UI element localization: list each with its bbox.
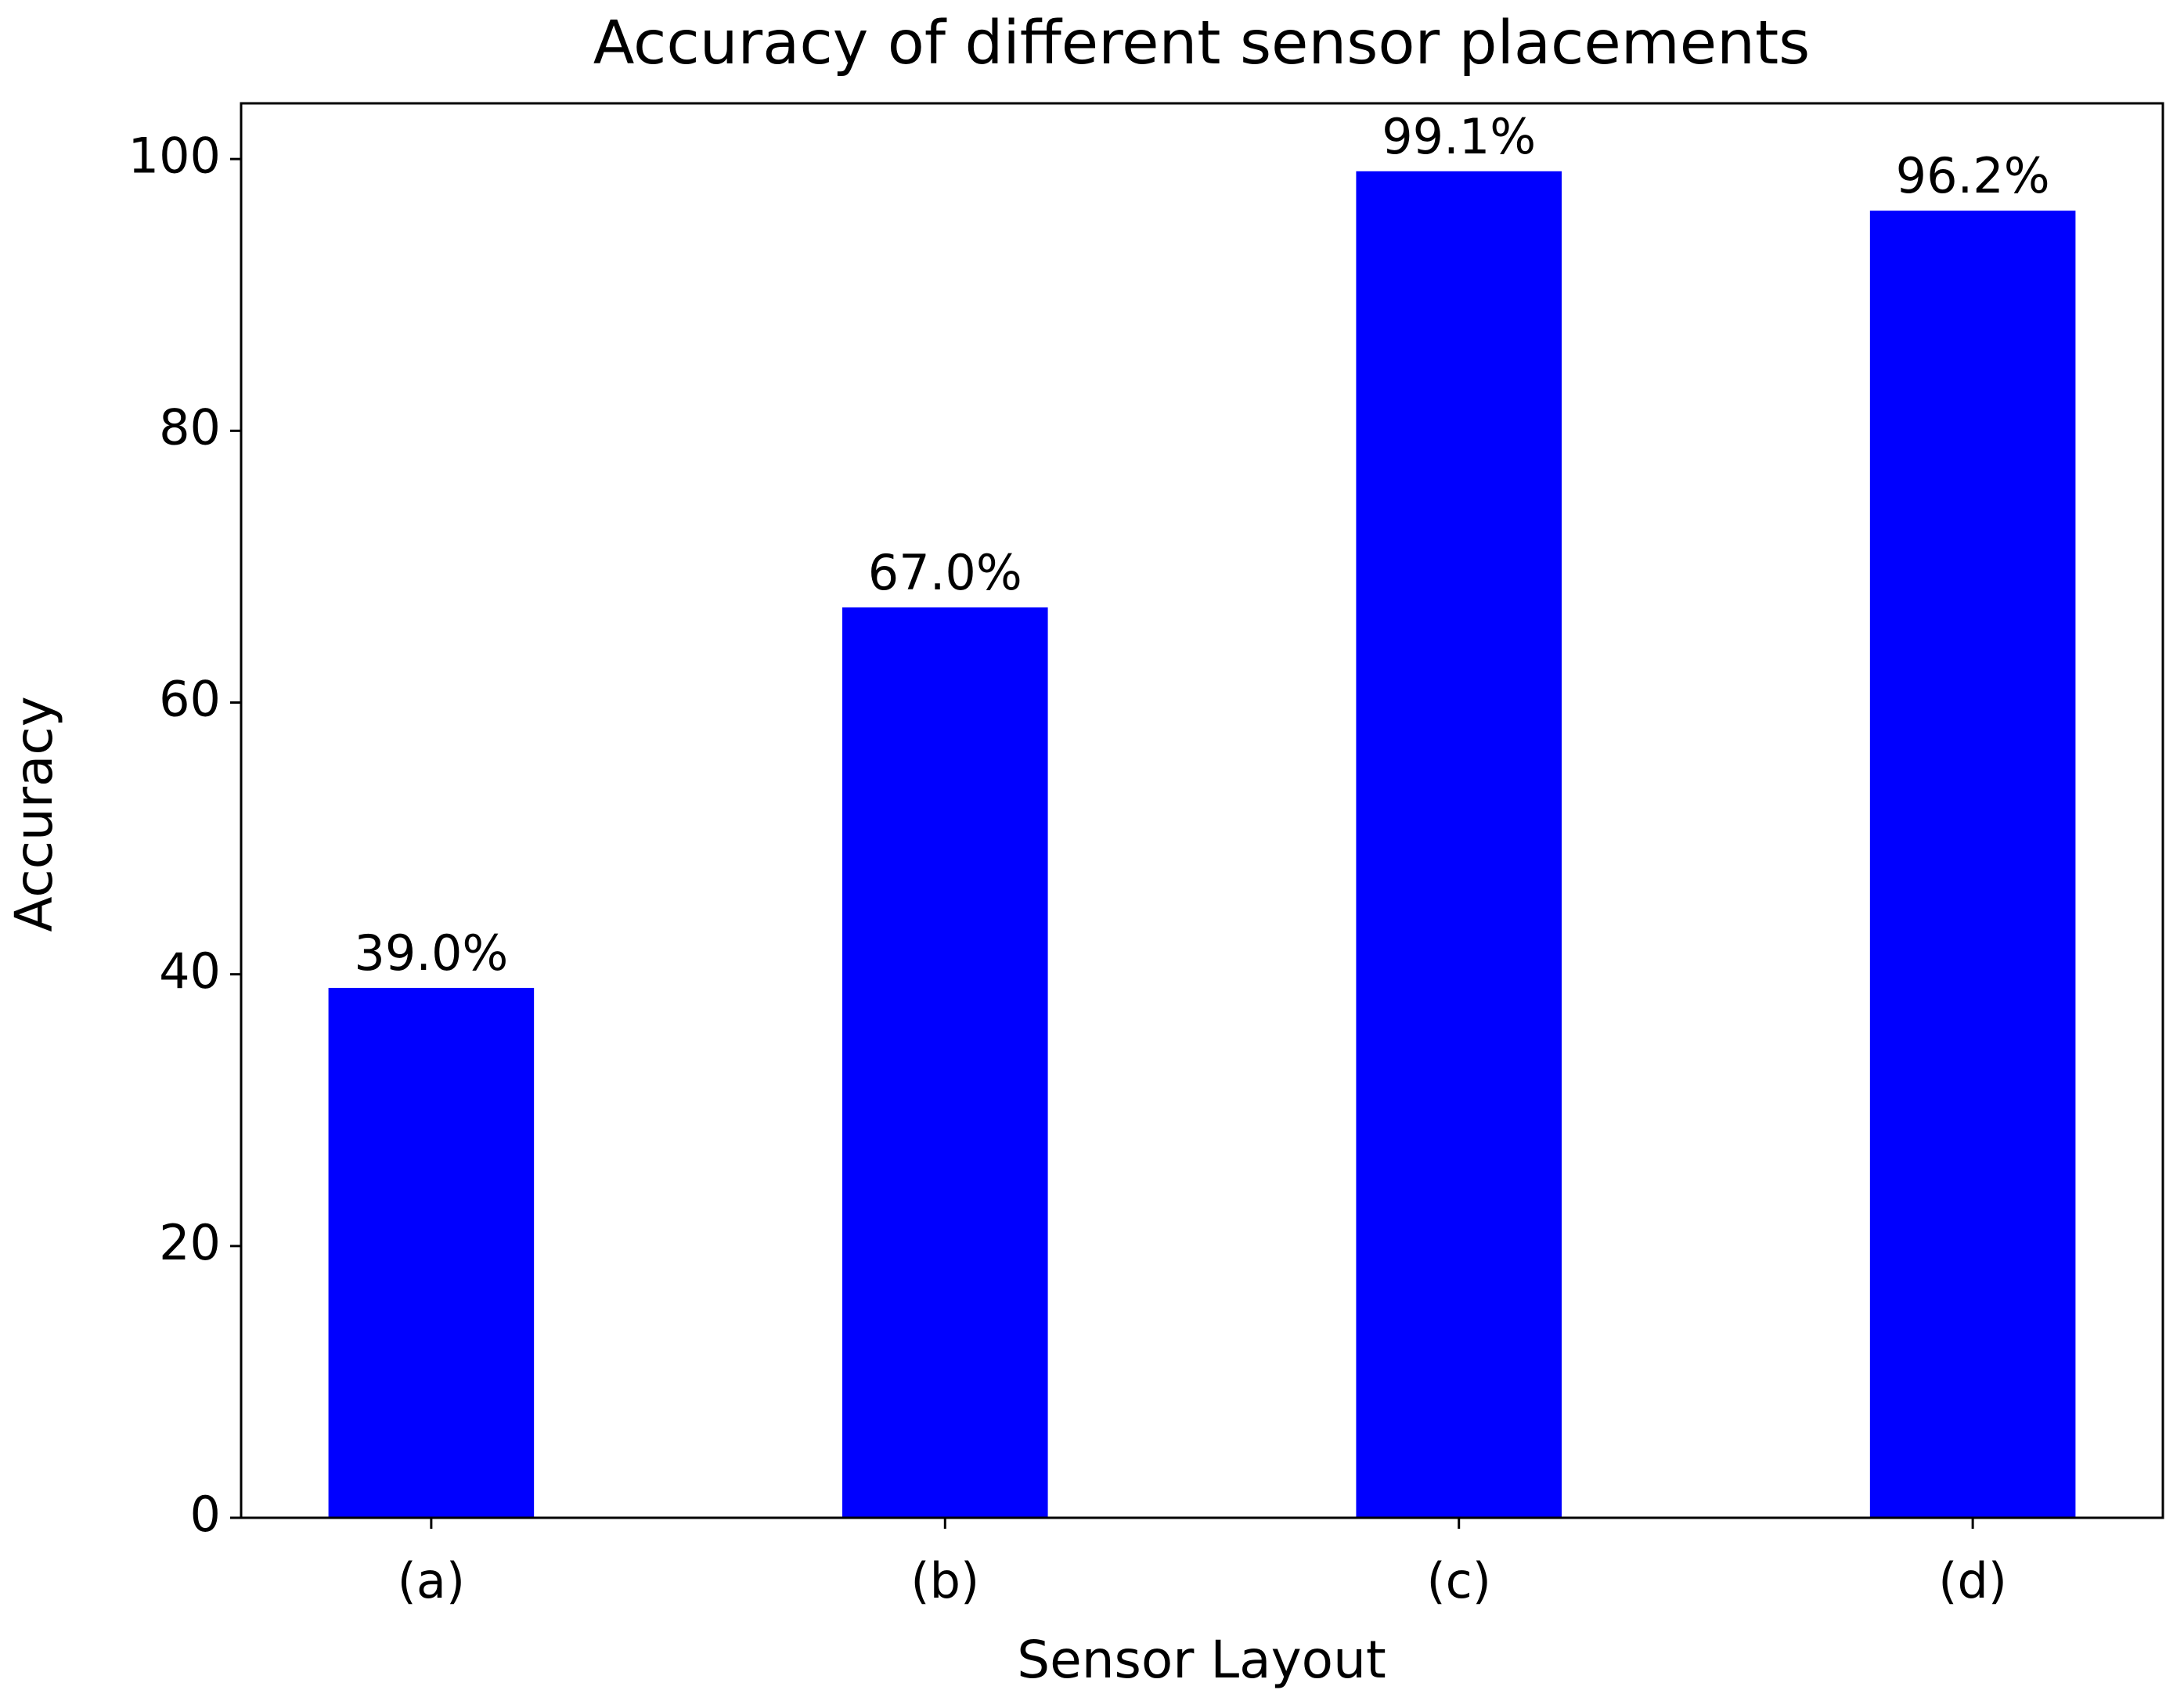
- y-tick-label: 0: [190, 1486, 221, 1543]
- y-tick-label: 60: [159, 671, 221, 728]
- bar: [842, 607, 1048, 1518]
- x-axis-label: Sensor Layout: [1017, 1630, 1386, 1690]
- y-axis-label: Accuracy: [4, 696, 64, 931]
- plot-frame: [240, 102, 2164, 1519]
- x-tick-label: (a): [398, 1552, 465, 1609]
- bar: [1869, 211, 2076, 1519]
- data-label: 39.0%: [354, 924, 508, 982]
- x-tick-label: (d): [1938, 1552, 2007, 1609]
- x-tick-label: (c): [1426, 1552, 1490, 1609]
- chart-title: Accuracy of different sensor placements: [593, 9, 1811, 78]
- data-label: 96.2%: [1896, 147, 2050, 204]
- bar: [1356, 171, 1562, 1519]
- y-tick-label: 100: [128, 127, 221, 184]
- y-tick-label: 20: [159, 1214, 221, 1271]
- y-tick-label: 80: [159, 398, 221, 456]
- y-tick-label: 40: [159, 942, 221, 1000]
- bar: [328, 988, 535, 1518]
- data-label: 99.1%: [1382, 108, 1536, 165]
- x-tick-label: (b): [910, 1552, 979, 1609]
- data-label: 67.0%: [868, 544, 1022, 601]
